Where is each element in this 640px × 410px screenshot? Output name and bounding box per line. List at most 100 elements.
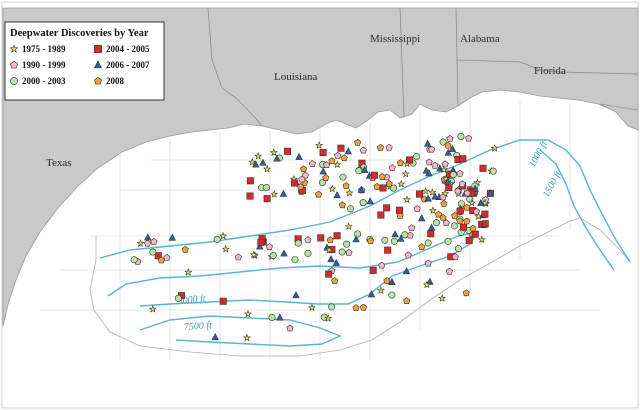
discovery-marker <box>344 222 353 231</box>
discovery-marker <box>417 214 426 222</box>
state-label-texas: Texas <box>46 157 72 169</box>
discovery-marker <box>424 194 432 202</box>
discovery-marker <box>456 217 464 225</box>
legend-entry: 2004 - 2005 <box>94 44 150 54</box>
discovery-marker <box>340 154 348 162</box>
planning-area-boundary <box>89 217 631 357</box>
discovery-marker <box>211 333 219 341</box>
discovery-marker <box>328 184 337 193</box>
discovery-marker <box>451 253 459 260</box>
discovery-marker <box>454 245 462 253</box>
discovery-marker <box>259 158 267 166</box>
legend-symbol-pentagon <box>94 76 102 85</box>
discovery-marker <box>422 280 431 289</box>
discovery-marker <box>279 189 288 197</box>
discovery-marker <box>402 195 411 204</box>
discovery-marker <box>384 246 392 254</box>
discovery-marker <box>307 303 316 312</box>
discovery-marker <box>286 324 294 332</box>
discovery-marker <box>323 161 331 169</box>
discovery-marker <box>408 224 416 231</box>
discovery-marker <box>463 217 471 225</box>
discovery-marker <box>383 204 391 212</box>
discovery-marker <box>465 134 473 142</box>
discovery-marker <box>269 148 278 156</box>
discovery-marker <box>391 230 399 238</box>
discovery-marker <box>379 184 387 192</box>
discovery-marker <box>440 200 448 207</box>
discovery-marker <box>219 231 228 240</box>
discovery-marker <box>308 160 316 167</box>
discovery-marker <box>367 290 376 298</box>
discovery-marker <box>377 211 385 219</box>
discovery-marker <box>451 212 459 219</box>
discovery-marker <box>370 171 378 179</box>
discovery-marker <box>418 243 426 251</box>
discovery-marker <box>280 249 288 257</box>
discovery-marker <box>444 177 452 185</box>
discovery-marker <box>479 164 487 172</box>
discovery-marker <box>467 198 476 207</box>
discovery-marker <box>413 205 421 212</box>
legend-symbol-circle <box>10 77 18 85</box>
discovery-marker <box>469 224 477 232</box>
discovery-marker <box>441 160 449 168</box>
state-label-florida: Florida <box>534 65 566 77</box>
legend-label: 2000 - 2003 <box>22 76 66 86</box>
discovery-marker <box>328 303 336 311</box>
discovery-marker <box>439 193 447 201</box>
discovery-marker <box>342 182 350 190</box>
discovery-marker <box>481 198 490 207</box>
discovery-marker <box>444 237 452 245</box>
discovery-marker <box>432 219 440 227</box>
legend-entry: 1990 - 1999 <box>10 60 66 70</box>
discovery-marker <box>325 270 333 278</box>
discovery-marker <box>333 160 342 169</box>
state-label-louisiana: Louisiana <box>274 71 317 83</box>
discovery-marker <box>441 189 450 197</box>
discovery-marker <box>378 173 386 180</box>
discovery-marker <box>221 245 230 253</box>
discovery-marker <box>439 138 447 146</box>
discovery-marker <box>270 190 279 198</box>
discovery-marker <box>263 195 271 203</box>
legend-box <box>4 21 165 101</box>
legend-label: 1975 - 1989 <box>22 44 66 54</box>
discovery-marker <box>390 237 398 245</box>
discovery-marker <box>424 259 432 267</box>
discovery-marker <box>463 189 471 197</box>
discovery-marker <box>403 297 411 304</box>
discovery-marker <box>438 294 447 302</box>
discovery-marker <box>446 135 454 142</box>
discovery-marker <box>369 266 377 274</box>
state-label-mississippi: Mississippi <box>370 33 420 45</box>
legend-symbol-square <box>94 45 102 53</box>
legend-entry: 2006 - 2007 <box>93 60 150 70</box>
discovery-marker <box>456 169 464 177</box>
discovery-marker <box>378 261 386 269</box>
discovery-marker <box>144 239 152 247</box>
discovery-marker <box>359 303 367 311</box>
discovery-marker <box>434 210 443 218</box>
discovery-marker <box>325 245 334 254</box>
discovery-marker <box>444 141 452 149</box>
discovery-marker <box>291 256 299 264</box>
discovery-marker <box>383 277 391 284</box>
discovery-marker <box>299 165 308 173</box>
discovery-marker <box>319 167 327 175</box>
discovery-marker <box>431 161 439 169</box>
discovery-marker <box>459 223 467 231</box>
discovery-marker <box>343 240 351 248</box>
discovery-marker <box>381 236 389 244</box>
discovery-marker <box>456 207 464 215</box>
discovery-marker <box>213 235 221 243</box>
discovery-marker <box>345 188 354 197</box>
legend-entry: 2000 - 2003 <box>10 76 66 86</box>
discovery-marker <box>454 187 462 195</box>
discovery-marker <box>168 233 176 241</box>
legend-title: Deepwater Discoveries by Year <box>10 28 149 39</box>
discovery-marker <box>334 151 342 159</box>
legend-entries: 1975 - 1989 2004 - 2005 1990 - 1999 2006 - … <box>9 44 150 86</box>
discovery-marker <box>423 139 432 147</box>
discovery-marker <box>338 201 346 209</box>
